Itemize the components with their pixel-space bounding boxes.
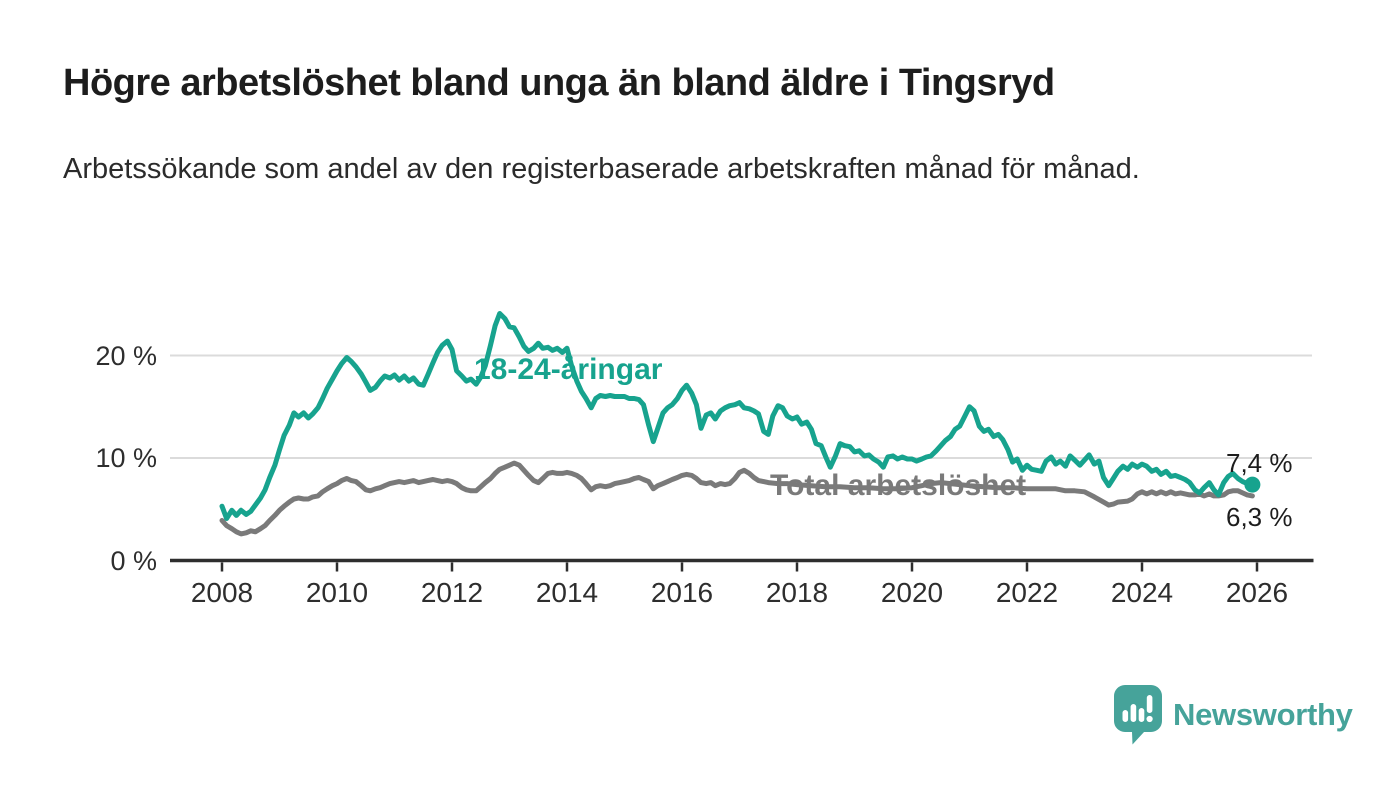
x-axis-tick-label: 2024 <box>1110 577 1174 608</box>
speech-bubble-bar-chart-icon <box>1114 685 1162 745</box>
x-axis-tick-label: 2008 <box>190 577 254 608</box>
end-value-young: 7,4 % <box>1226 448 1293 478</box>
x-axis-tick-label: 2020 <box>880 577 944 608</box>
x-axis-tick-label: 2026 <box>1225 577 1289 608</box>
x-axis-tick-label: 2022 <box>995 577 1059 608</box>
series-line <box>219 311 1255 521</box>
y-axis-tick-label: 10 % <box>95 443 157 473</box>
page-subtitle: Arbetssökande som andel av den registerb… <box>63 153 1140 185</box>
x-axis-tick-label: 2016 <box>650 577 714 608</box>
x-axis-tick-label: 2010 <box>305 577 369 608</box>
x-axis-tick-label: 2018 <box>765 577 829 608</box>
series-line <box>219 460 1255 537</box>
y-axis-tick-label: 20 % <box>95 341 157 371</box>
page-title: Högre arbetslöshet bland unga än bland ä… <box>63 62 1055 104</box>
series-label-total: Total arbetslöshet <box>770 469 1027 502</box>
newsworthy-logo: Newsworthy <box>1113 684 1353 745</box>
y-axis-tick-label: 0 % <box>110 546 157 576</box>
series-label-young: 18-24-åringar <box>474 353 663 386</box>
x-axis-tick-label: 2014 <box>535 577 599 608</box>
series-end-dot <box>1244 476 1261 493</box>
x-axis-tick-label: 2012 <box>420 577 484 608</box>
brand-name: Newsworthy <box>1173 696 1353 732</box>
end-value-total: 6,3 % <box>1226 502 1293 532</box>
